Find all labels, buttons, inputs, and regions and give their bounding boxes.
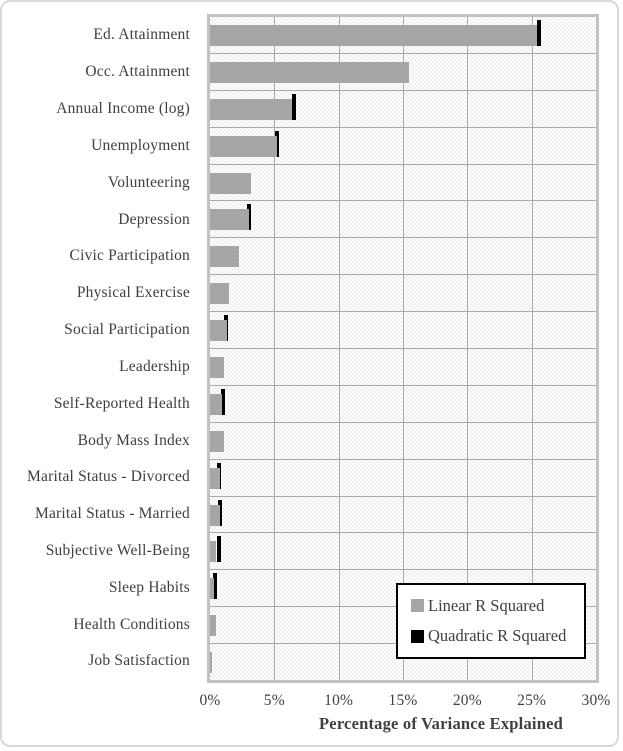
bar-track xyxy=(210,312,596,350)
bar-track xyxy=(210,423,596,460)
quadratic-r-squared-bar xyxy=(536,20,541,46)
linear-r-squared-bar xyxy=(210,98,293,120)
linear-r-squared-bar xyxy=(210,283,229,305)
category-labels: Ed. Attainment Occ. Attainment Annual Inco… xyxy=(2,17,199,680)
x-tick-label: 20% xyxy=(452,692,482,709)
plot-rows xyxy=(210,17,596,680)
legend-swatch-icon xyxy=(411,629,424,643)
linear-r-squared-bar xyxy=(210,430,224,452)
bar-track xyxy=(210,165,596,202)
bar-track xyxy=(210,238,596,276)
quadratic-r-squared-bar xyxy=(220,388,225,415)
linear-r-squared-bar xyxy=(210,320,227,342)
bar-track xyxy=(210,533,596,571)
category-label: Physical Exercise xyxy=(76,284,190,302)
quadratic-r-squared-bar xyxy=(292,93,297,120)
legend-swatch-icon xyxy=(411,599,424,613)
bar-track xyxy=(210,54,596,91)
linear-r-squared-bar xyxy=(210,61,410,83)
bar-track xyxy=(210,17,596,54)
linear-r-squared-bar xyxy=(210,504,220,526)
category-label: Ed. Attainment xyxy=(93,26,190,44)
category-label: Body Mass Index xyxy=(77,431,190,449)
category-label: Volunteering xyxy=(107,173,190,191)
category-label: Job Satisfaction xyxy=(88,652,190,670)
linear-r-squared-bar xyxy=(210,541,217,563)
quadratic-r-squared-bar xyxy=(216,536,221,563)
legend-label: Quadratic R Squared xyxy=(428,626,567,646)
linear-r-squared-bar xyxy=(210,578,214,600)
linear-r-squared-bar xyxy=(210,615,216,637)
quadratic-r-squared-bar xyxy=(213,573,218,600)
category-label: Sleep Habits xyxy=(108,578,190,596)
category-label: Subjective Well-Being xyxy=(45,542,190,559)
bar-track xyxy=(210,349,596,386)
category-label: Leadership xyxy=(119,357,190,375)
category-label: Health Conditions xyxy=(73,615,190,633)
linear-r-squared-bar xyxy=(210,357,225,379)
linear-r-squared-bar xyxy=(210,172,252,194)
bar-track xyxy=(210,644,596,680)
bar-track xyxy=(210,91,596,128)
linear-r-squared-bar xyxy=(210,25,537,46)
category-label: Social Participation xyxy=(64,321,190,339)
bar-track xyxy=(210,201,596,239)
x-tick-label: 15% xyxy=(388,692,418,709)
linear-r-squared-bar xyxy=(210,652,212,674)
linear-r-squared-bar xyxy=(210,393,223,415)
x-axis-title: Percentage of Variance Explained xyxy=(319,714,563,733)
category-label: Unemployment xyxy=(91,136,190,154)
legend-label: Linear R Squared xyxy=(428,595,545,615)
bar-track xyxy=(210,386,596,423)
category-label: Occ. Attainment xyxy=(85,63,190,81)
bar-track xyxy=(210,460,596,497)
linear-r-squared-bar xyxy=(210,467,220,489)
linear-r-squared-bar xyxy=(210,135,277,157)
category-label: Civic Participation xyxy=(69,247,190,265)
legend-item: Linear R Squared xyxy=(411,596,584,616)
x-tick-label: 0% xyxy=(199,692,221,709)
x-tick-label: 5% xyxy=(263,692,285,709)
x-axis-ticks: 0% 5% 10% 15% 20% 25% 30% xyxy=(199,692,610,712)
category-label: Self-Reported Health xyxy=(53,394,190,412)
category-label: Depression xyxy=(118,210,190,228)
legend-item: Quadratic R Squared xyxy=(411,626,584,646)
plot-area: Linear R Squared Quadratic R Squared xyxy=(207,14,599,683)
bar-track xyxy=(210,275,596,313)
x-tick-label: 25% xyxy=(517,692,547,709)
bar-track xyxy=(210,128,596,165)
legend: Linear R Squared Quadratic R Squared xyxy=(396,583,586,659)
category-label: Marital Status - Married xyxy=(34,505,190,523)
bar-track xyxy=(210,497,596,534)
x-tick-label: 30% xyxy=(581,692,611,709)
category-label: Marital Status - Divorced xyxy=(27,468,190,486)
linear-r-squared-bar xyxy=(210,246,239,268)
x-tick-label: 10% xyxy=(324,692,354,709)
linear-r-squared-bar xyxy=(210,209,249,231)
category-label: Annual Income (log) xyxy=(56,100,190,118)
